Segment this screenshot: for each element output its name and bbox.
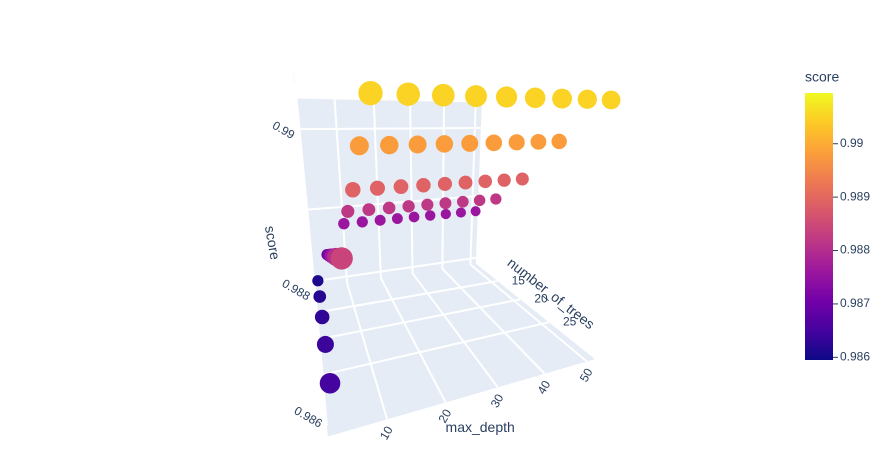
point: [551, 134, 566, 149]
point: [459, 176, 473, 190]
point: [436, 135, 453, 152]
point: [421, 199, 433, 211]
point: [394, 179, 409, 194]
x-tick-label: 30: [488, 391, 507, 410]
point: [375, 215, 386, 226]
point: [432, 84, 455, 107]
x-tick-label: 40: [535, 378, 554, 397]
point: [317, 336, 334, 353]
colorbar-title: score: [805, 69, 839, 85]
point: [438, 177, 452, 191]
point: [380, 136, 398, 154]
point: [345, 182, 360, 197]
point: [552, 89, 572, 109]
z-grid-line: [300, 128, 481, 129]
point: [362, 203, 375, 216]
point: [525, 88, 546, 109]
point: [509, 134, 525, 150]
point: [396, 82, 419, 105]
point: [471, 206, 481, 216]
point: [416, 178, 430, 192]
point: [358, 81, 382, 105]
colorbar-tick-label: 0.989: [840, 189, 870, 203]
point: [425, 210, 435, 220]
point: [338, 218, 349, 229]
point: [383, 202, 396, 215]
colorbar-tick-label: 0.986: [840, 350, 870, 364]
z-tick-label: 0.986: [292, 403, 325, 430]
point: [331, 247, 353, 269]
z-axis-title: score: [262, 224, 284, 261]
point: [516, 172, 529, 185]
point: [439, 197, 451, 209]
point: [457, 196, 469, 208]
point: [478, 175, 492, 189]
point: [441, 209, 451, 219]
point: [465, 85, 487, 107]
point: [490, 193, 501, 204]
point: [357, 216, 368, 227]
point: [341, 205, 354, 218]
point: [402, 200, 414, 212]
point: [496, 86, 517, 107]
point: [409, 212, 420, 223]
point: [456, 207, 466, 217]
point: [474, 195, 485, 206]
point: [531, 134, 547, 150]
x-axis-title: max_depth: [446, 419, 515, 435]
colorbar: [805, 93, 833, 360]
colorbar-tick-label: 0.988: [840, 243, 870, 257]
colorbar-tick-label: 0.987: [840, 296, 870, 310]
point: [350, 136, 369, 155]
point: [315, 310, 330, 325]
point: [461, 135, 478, 152]
x-tick-label: 10: [377, 423, 396, 442]
x-tick-label: 50: [577, 366, 596, 385]
point: [313, 290, 326, 303]
scene: 10203040501520250.9860.9880.99max_depthn…: [262, 69, 621, 442]
point: [392, 213, 403, 224]
point: [602, 91, 621, 110]
z-tick-label: 0.99: [270, 118, 298, 142]
point: [312, 275, 323, 286]
point: [320, 373, 341, 394]
point: [578, 90, 597, 109]
point: [498, 174, 511, 187]
z-tick-label: 0.988: [280, 276, 313, 303]
point: [370, 181, 385, 196]
point: [409, 136, 427, 154]
colorbar-tick-label: 0.99: [840, 136, 864, 150]
point: [486, 135, 503, 152]
